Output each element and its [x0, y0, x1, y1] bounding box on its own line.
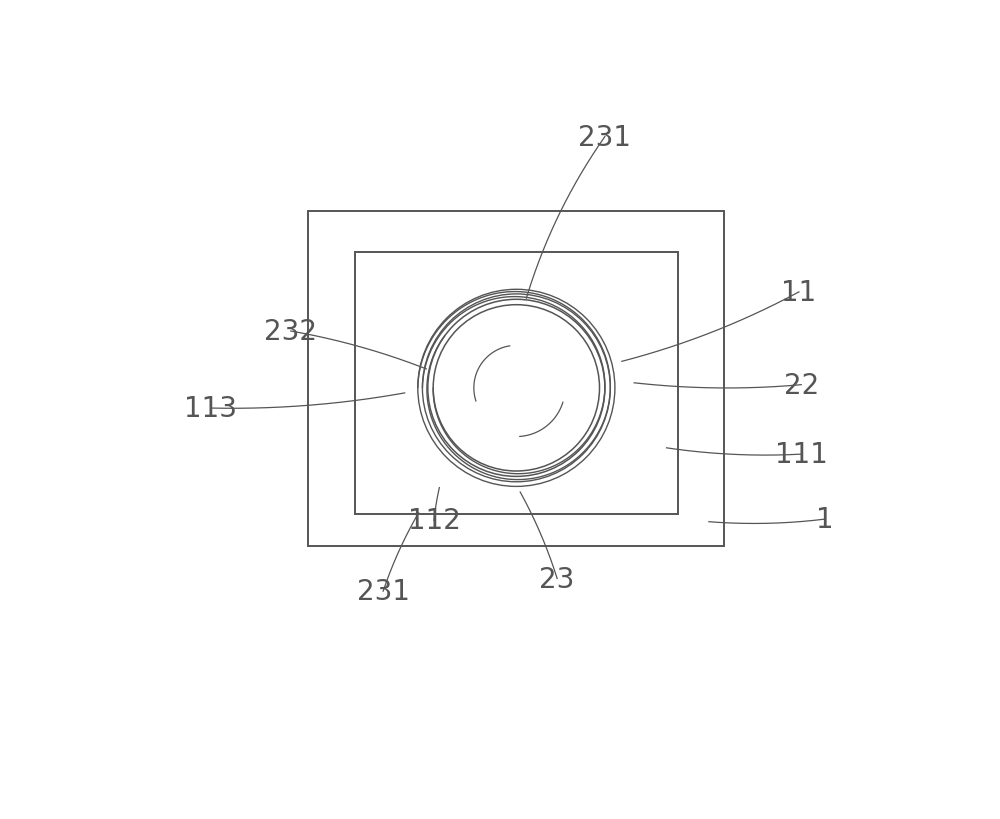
Text: 231: 231 [357, 577, 410, 605]
Text: 23: 23 [539, 565, 575, 593]
Bar [308, 212, 724, 546]
Text: 11: 11 [781, 278, 817, 306]
Text: 113: 113 [184, 395, 237, 423]
Bar [355, 253, 678, 514]
Text: 112: 112 [408, 507, 460, 535]
Text: 1: 1 [816, 505, 833, 533]
Text: 111: 111 [775, 441, 828, 468]
Text: 232: 232 [264, 318, 317, 346]
Text: 22: 22 [784, 371, 819, 399]
Text: 231: 231 [578, 124, 631, 152]
